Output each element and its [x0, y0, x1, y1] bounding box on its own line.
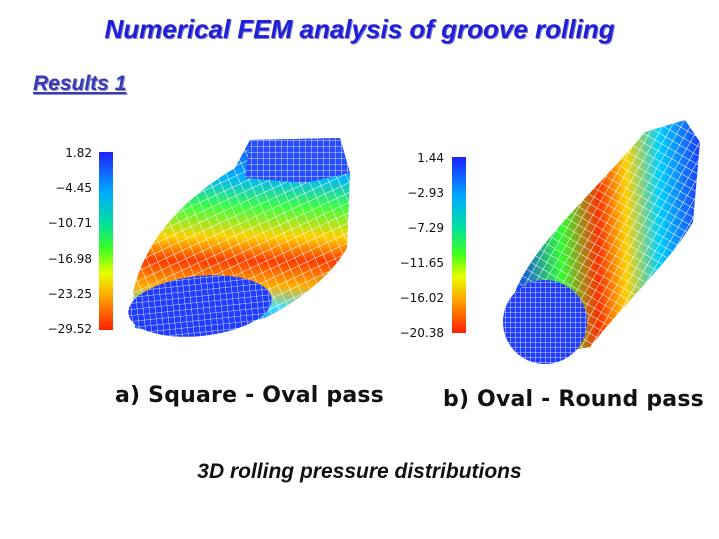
slide-title: Numerical FEM analysis of groove rolling	[104, 14, 615, 44]
colorbar-left-tick: −16.98	[47, 252, 92, 266]
colorbar-right-tick: 1.44	[417, 151, 444, 165]
caption-oval-round: b) Oval - Round pass	[443, 387, 704, 412]
colorbar-left-tick: −29.52	[47, 322, 92, 336]
results-heading: Results 1	[33, 72, 127, 95]
colorbar-left-tick: −4.45	[55, 181, 92, 195]
oval-round-mesh-image	[503, 120, 700, 364]
colorbar-right-tick: −7.29	[407, 221, 444, 235]
colorbar-right-tick: −11.65	[399, 256, 444, 270]
colorbar-right-tick: −16.02	[399, 291, 444, 305]
colorbar-left-tick: −10.71	[47, 216, 92, 230]
caption-square-oval: a) Square - Oval pass	[115, 383, 384, 408]
colorbar-left-tick: −23.25	[47, 287, 92, 301]
colorbar-left	[99, 152, 113, 330]
colorbar-right-tick: −2.93	[407, 186, 444, 200]
colorbar-left-tick: 1.82	[65, 146, 92, 160]
figure-caption: 3D rolling pressure distributions	[197, 460, 522, 483]
square-oval-mesh-image	[128, 138, 350, 337]
colorbar-right-tick: −20.38	[399, 326, 444, 340]
colorbar-right	[452, 157, 466, 333]
